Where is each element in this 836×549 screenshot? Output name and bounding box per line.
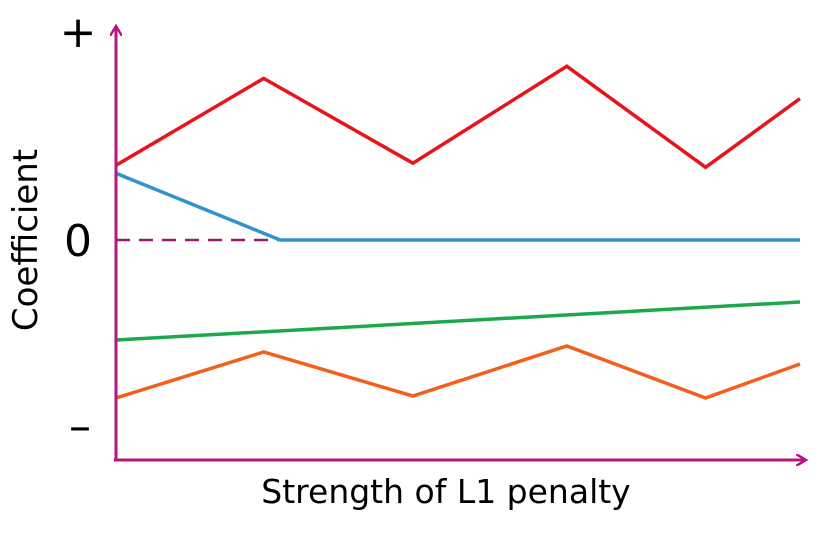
y-tick-minus: – <box>69 401 91 452</box>
series-line-red <box>115 64 802 170</box>
y-tick-zero: 0 <box>64 216 92 267</box>
y-tick-plus: + <box>60 7 97 58</box>
series-line-green <box>115 300 801 342</box>
y-axis-label: Coefficient <box>6 149 46 331</box>
x-axis-label: Strength of L1 penalty <box>261 472 630 511</box>
series-group <box>115 64 802 400</box>
series-line-orange <box>115 344 801 400</box>
series-line-blue <box>115 171 800 242</box>
